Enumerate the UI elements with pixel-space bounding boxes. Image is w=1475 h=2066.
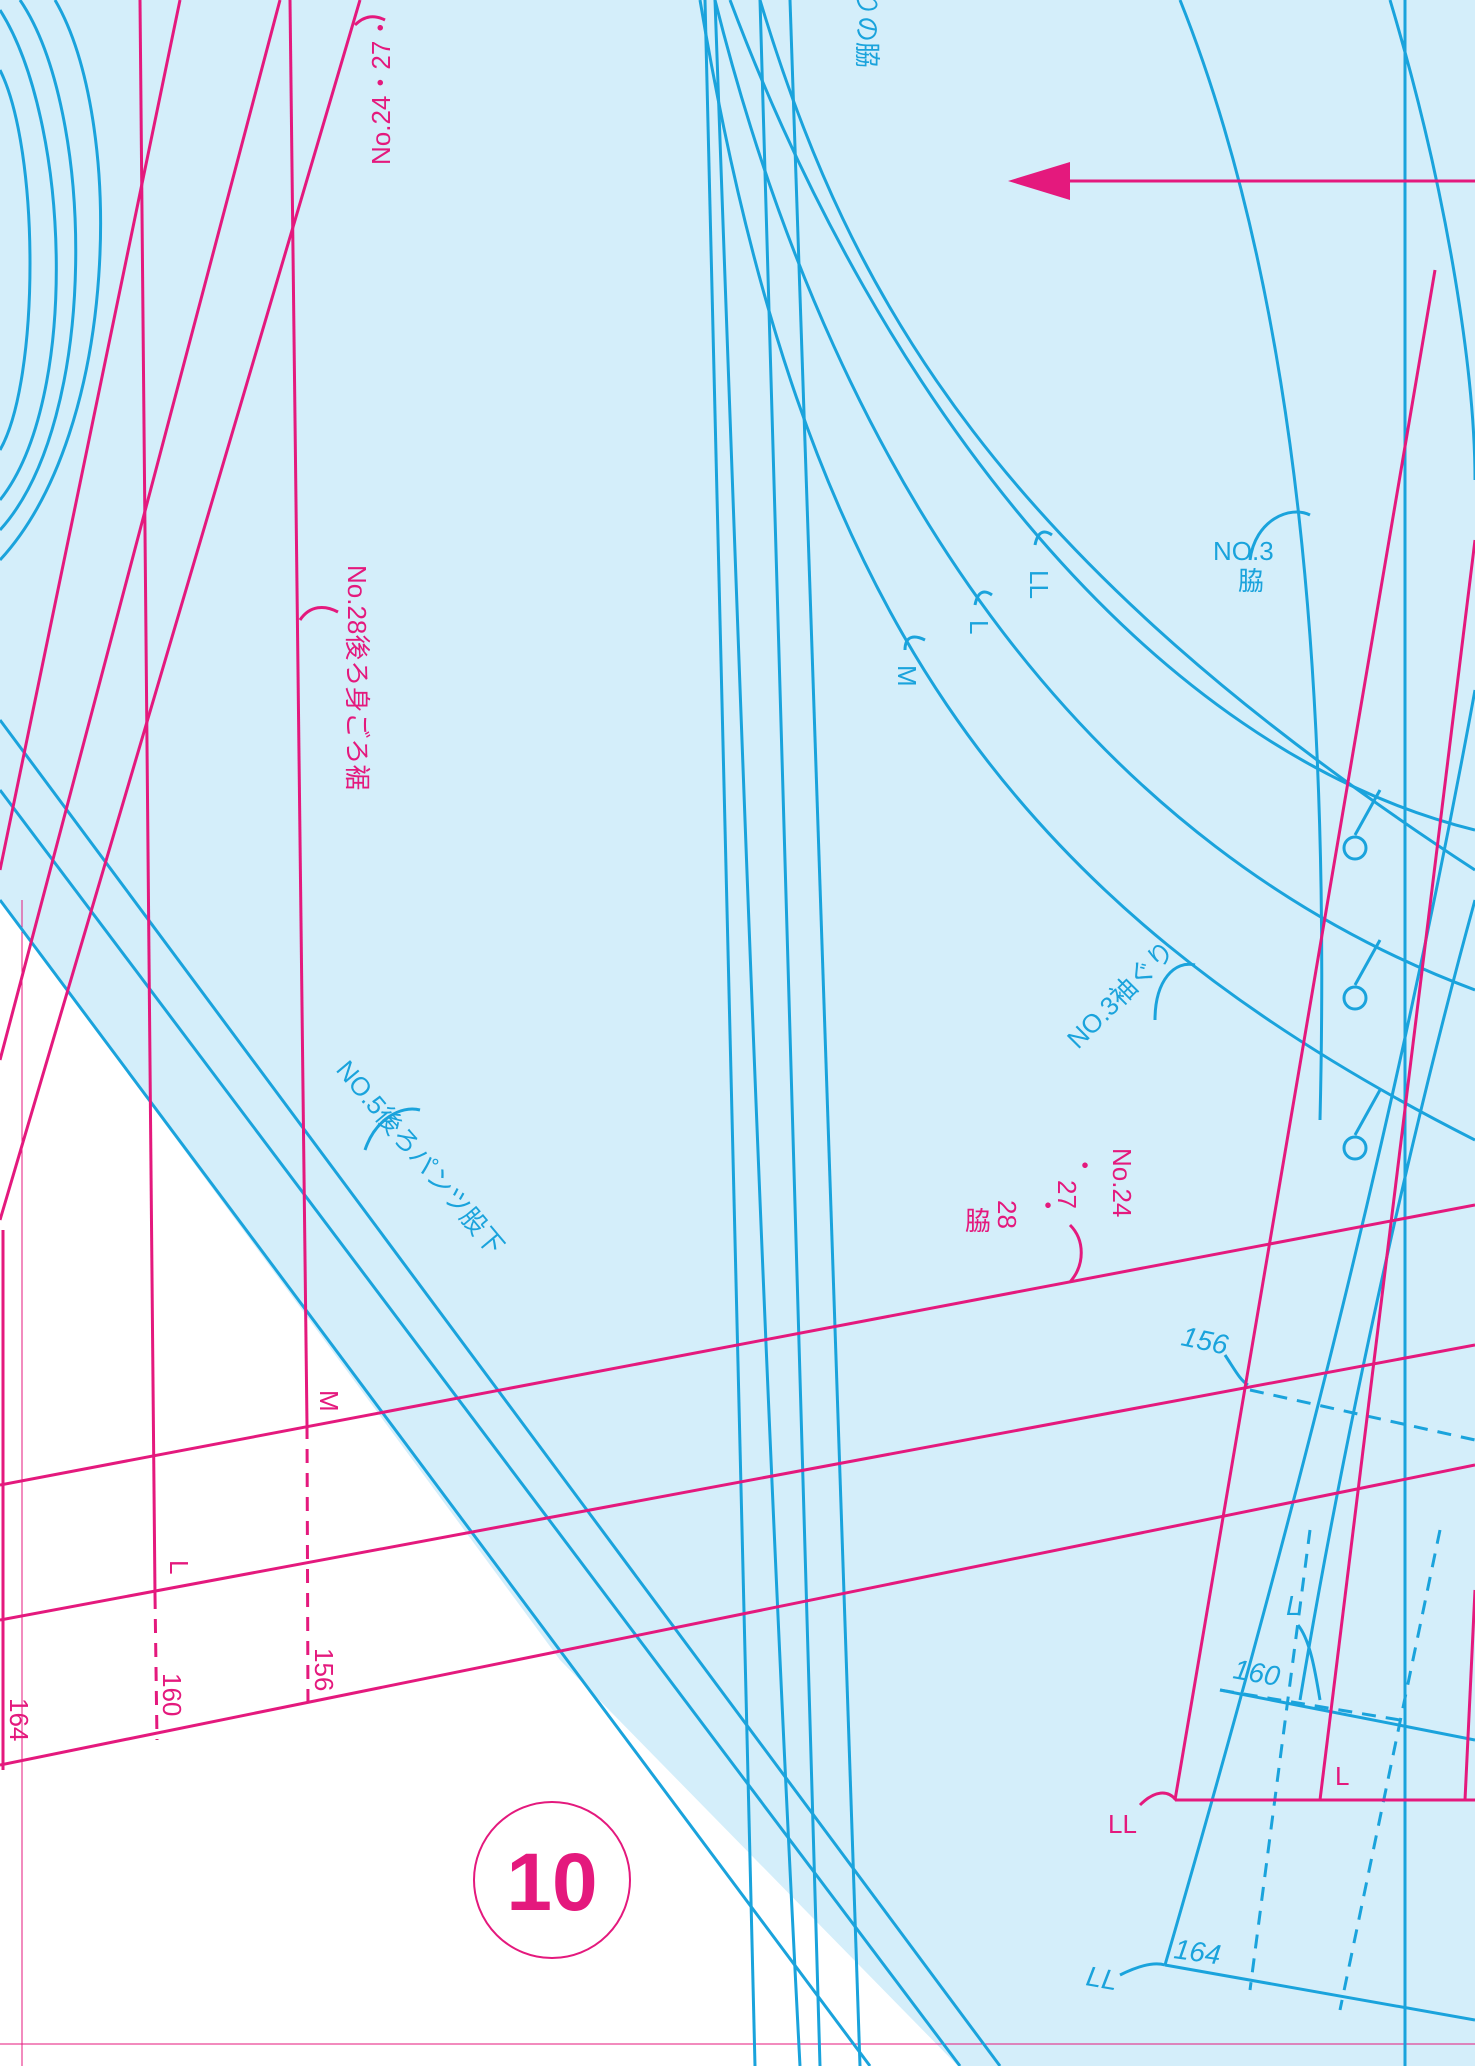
leader-ll bbox=[1033, 530, 1053, 546]
page-number-badge: 10 bbox=[473, 1801, 631, 1959]
label-no24-side-c: 27 bbox=[1052, 1180, 1082, 1209]
button-marker-2 bbox=[1342, 939, 1382, 1011]
hem-line-164 bbox=[0, 1463, 1475, 1767]
button-marker-1 bbox=[1342, 789, 1382, 861]
button-marker-3 bbox=[1342, 1089, 1382, 1161]
label-no24-27-top: No.24・27・ bbox=[366, 15, 396, 165]
pants-inseam-line-2 bbox=[0, 789, 962, 2066]
right-outer-curve bbox=[1388, 0, 1475, 481]
sleeve-curve-ll bbox=[728, 0, 1475, 832]
magenta-side-line-2 bbox=[1318, 539, 1475, 1801]
label-no3-side-a: NO.3 bbox=[1213, 536, 1274, 566]
dashed-line-1 bbox=[1249, 1388, 1475, 1442]
sleeve-curve-inner bbox=[758, 0, 1475, 872]
label-top-fragment: りの脇 bbox=[852, 0, 882, 68]
dashed-line-3 bbox=[1248, 1529, 1312, 1991]
label-no24-side-d: ・ bbox=[1035, 1191, 1061, 1221]
leader-no24 bbox=[1068, 1223, 1083, 1283]
vertical-line-2 bbox=[713, 0, 802, 2066]
label-no28-back-hem: No.28後ろ身ごろ裾 bbox=[342, 565, 372, 790]
magenta-vertical-1 bbox=[138, 0, 157, 1596]
pants-inseam-line-3 bbox=[0, 899, 872, 2066]
leader-no3-side bbox=[1248, 510, 1311, 561]
label-no24-side-b: ・ bbox=[1072, 1151, 1098, 1181]
leader-l-right bbox=[1296, 1624, 1322, 1701]
leader-no5 bbox=[363, 1107, 421, 1151]
armhole-curve-2 bbox=[0, 9, 58, 501]
magenta-vertical-2 bbox=[288, 0, 309, 1426]
magenta-diagonal-1 bbox=[0, 0, 182, 871]
armhole-curve-3 bbox=[0, 0, 78, 532]
page-number: 10 bbox=[506, 1837, 597, 1928]
sleeve-curve-l bbox=[713, 0, 1475, 992]
grain-arrow bbox=[1008, 162, 1475, 200]
label-size-ll-right: LL bbox=[1108, 1809, 1137, 1839]
armhole-curve-4 bbox=[0, 0, 103, 562]
label-size-l-left: L bbox=[164, 1560, 194, 1574]
label-size-l-right-upper: L bbox=[1286, 1590, 1302, 1621]
leader-ll-left bbox=[1138, 1791, 1178, 1807]
vertical-line-3 bbox=[758, 0, 822, 2066]
leader-no3-sleeve bbox=[1153, 962, 1196, 1021]
label-no24-side-a: No.24 bbox=[1107, 1148, 1137, 1217]
leader-l bbox=[973, 590, 993, 606]
label-size-160-left: 160 bbox=[157, 1673, 187, 1716]
magenta-dashed-2 bbox=[305, 1424, 310, 1711]
label-size-m-left: M bbox=[314, 1390, 344, 1412]
label-no24-side-f: 脇 bbox=[965, 1206, 991, 1236]
pants-inseam-line-1 bbox=[0, 719, 1002, 2066]
right-hem-line bbox=[1164, 1963, 1475, 2022]
label-size-164-left: 164 bbox=[4, 1698, 34, 1741]
magenta-diagonal-3 bbox=[0, 0, 362, 1221]
label-size-m-curve: M bbox=[892, 665, 922, 687]
label-size-ll-bottom: LL bbox=[1084, 1960, 1120, 1996]
label-no24-side-e: 28 bbox=[992, 1200, 1022, 1229]
right-panel-edge-1 bbox=[1163, 689, 1475, 1966]
right-hem-line-2 bbox=[1219, 1688, 1475, 1742]
label-size-156-left: 156 bbox=[309, 1648, 339, 1691]
magenta-side-line-1 bbox=[1173, 269, 1437, 1801]
dashed-line-2 bbox=[1219, 1688, 1401, 1722]
magenta-diagonal-2 bbox=[0, 0, 282, 1061]
label-size-l-right-lower: L bbox=[1335, 1761, 1349, 1791]
magenta-side-line-3 bbox=[1463, 1589, 1475, 1801]
label-size-ll-curve: LL bbox=[1024, 570, 1054, 599]
leader-no28 bbox=[298, 606, 339, 621]
hem-line-156 bbox=[0, 1203, 1475, 1487]
magenta-dashed-1 bbox=[153, 1594, 159, 1741]
label-no3-side-b: 脇 bbox=[1238, 566, 1264, 596]
leader-ll-bottom bbox=[1119, 1962, 1166, 1977]
leader-no24-top bbox=[353, 15, 386, 27]
armhole-curve-1 bbox=[0, 69, 32, 451]
label-size-l-curve: L bbox=[964, 620, 994, 634]
hem-line-160 bbox=[0, 1343, 1475, 1622]
vertical-line-4 bbox=[788, 0, 862, 2066]
label-size-164-right: 164 bbox=[1172, 1933, 1223, 1970]
sleeve-curve-m bbox=[698, 0, 1475, 1142]
leader-m bbox=[903, 635, 926, 651]
dashed-line-4 bbox=[1338, 1529, 1442, 2011]
